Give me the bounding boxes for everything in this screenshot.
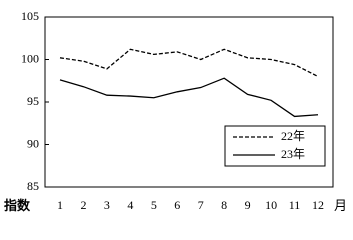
y-tick-label: 90 bbox=[27, 136, 39, 150]
legend-label: 23年 bbox=[281, 147, 305, 161]
x-tick-label: 2 bbox=[80, 198, 86, 212]
x-tick-label: 9 bbox=[245, 198, 251, 212]
x-axis-label: 月 bbox=[334, 198, 347, 213]
x-tick-label: 5 bbox=[151, 198, 157, 212]
x-tick-label: 11 bbox=[289, 198, 301, 212]
x-tick-label: 4 bbox=[127, 198, 133, 212]
series-line bbox=[59, 77, 319, 118]
legend-box bbox=[224, 125, 326, 167]
y-tick-label: 95 bbox=[27, 94, 39, 108]
x-tick-label: 3 bbox=[104, 198, 110, 212]
x-tick-label: 7 bbox=[198, 198, 204, 212]
x-tick-label: 8 bbox=[221, 198, 227, 212]
legend-label: 22年 bbox=[281, 129, 305, 143]
x-tick-label: 6 bbox=[174, 198, 180, 212]
x-tick-label: 12 bbox=[312, 198, 324, 212]
y-axis-label: 指数 bbox=[4, 198, 31, 213]
x-tick-label: 10 bbox=[265, 198, 277, 212]
x-tick-label: 1 bbox=[57, 198, 63, 212]
series-line bbox=[59, 48, 319, 78]
y-tick-label: 100 bbox=[21, 51, 39, 65]
y-tick-label: 85 bbox=[27, 179, 39, 193]
y-tick-label: 105 bbox=[21, 9, 39, 23]
